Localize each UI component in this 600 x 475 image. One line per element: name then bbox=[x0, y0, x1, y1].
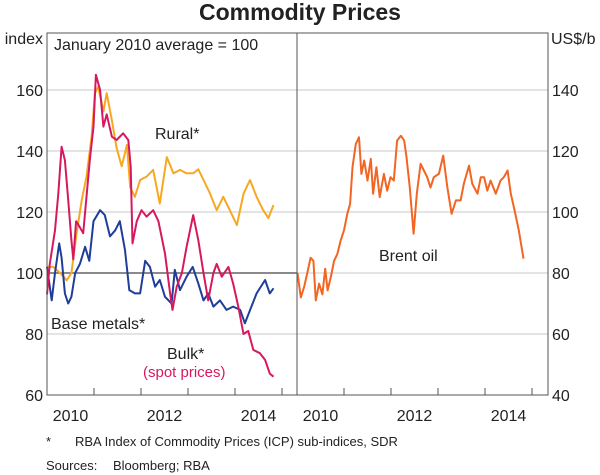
y-tick-label: 60 bbox=[552, 327, 570, 344]
left-axis-unit: index bbox=[5, 31, 43, 48]
x-tick-label: 2012 bbox=[147, 408, 183, 425]
y-tick-label: 160 bbox=[16, 83, 43, 100]
footnote-star: * bbox=[46, 434, 51, 449]
y-tick-label: 40 bbox=[552, 388, 570, 405]
y-tick-label: 80 bbox=[552, 266, 570, 283]
series-line-base-metals bbox=[46, 209, 275, 325]
sources-text: Bloomberg; RBA bbox=[113, 458, 210, 473]
label-rural: Rural* bbox=[155, 126, 199, 143]
footnote-text: RBA Index of Commodity Prices (ICP) sub-… bbox=[75, 434, 398, 449]
chart-title: Commodity Prices bbox=[199, 0, 401, 25]
x-tick-label: 2012 bbox=[397, 408, 433, 425]
x-tick-label: 2014 bbox=[491, 408, 527, 425]
x-tick-label: 2014 bbox=[241, 408, 277, 425]
y-tick-label: 120 bbox=[552, 144, 579, 161]
x-tick-label: 2010 bbox=[303, 408, 339, 425]
label-bulk-sub: (spot prices) bbox=[143, 364, 226, 381]
x-tick-label: 2010 bbox=[53, 408, 89, 425]
series-line-brent-oil bbox=[296, 134, 525, 302]
y-tick-label: 60 bbox=[25, 388, 43, 405]
y-tick-label: 80 bbox=[25, 327, 43, 344]
y-tick-label: 140 bbox=[552, 83, 579, 100]
series-line-rural bbox=[47, 85, 275, 282]
y-tick-label: 100 bbox=[552, 205, 579, 222]
label-bulk: Bulk* bbox=[167, 346, 204, 363]
label-brent: Brent oil bbox=[379, 248, 438, 265]
y-tick-label: 120 bbox=[16, 205, 43, 222]
y-tick-label: 140 bbox=[16, 144, 43, 161]
base-note: January 2010 average = 100 bbox=[54, 37, 258, 54]
sources-label: Sources: bbox=[46, 458, 97, 473]
right-axis-unit: US$/b bbox=[551, 31, 596, 48]
series-line-bulk bbox=[46, 73, 275, 378]
label-base-metals: Base metals* bbox=[51, 316, 145, 333]
y-tick-label: 100 bbox=[16, 266, 43, 283]
